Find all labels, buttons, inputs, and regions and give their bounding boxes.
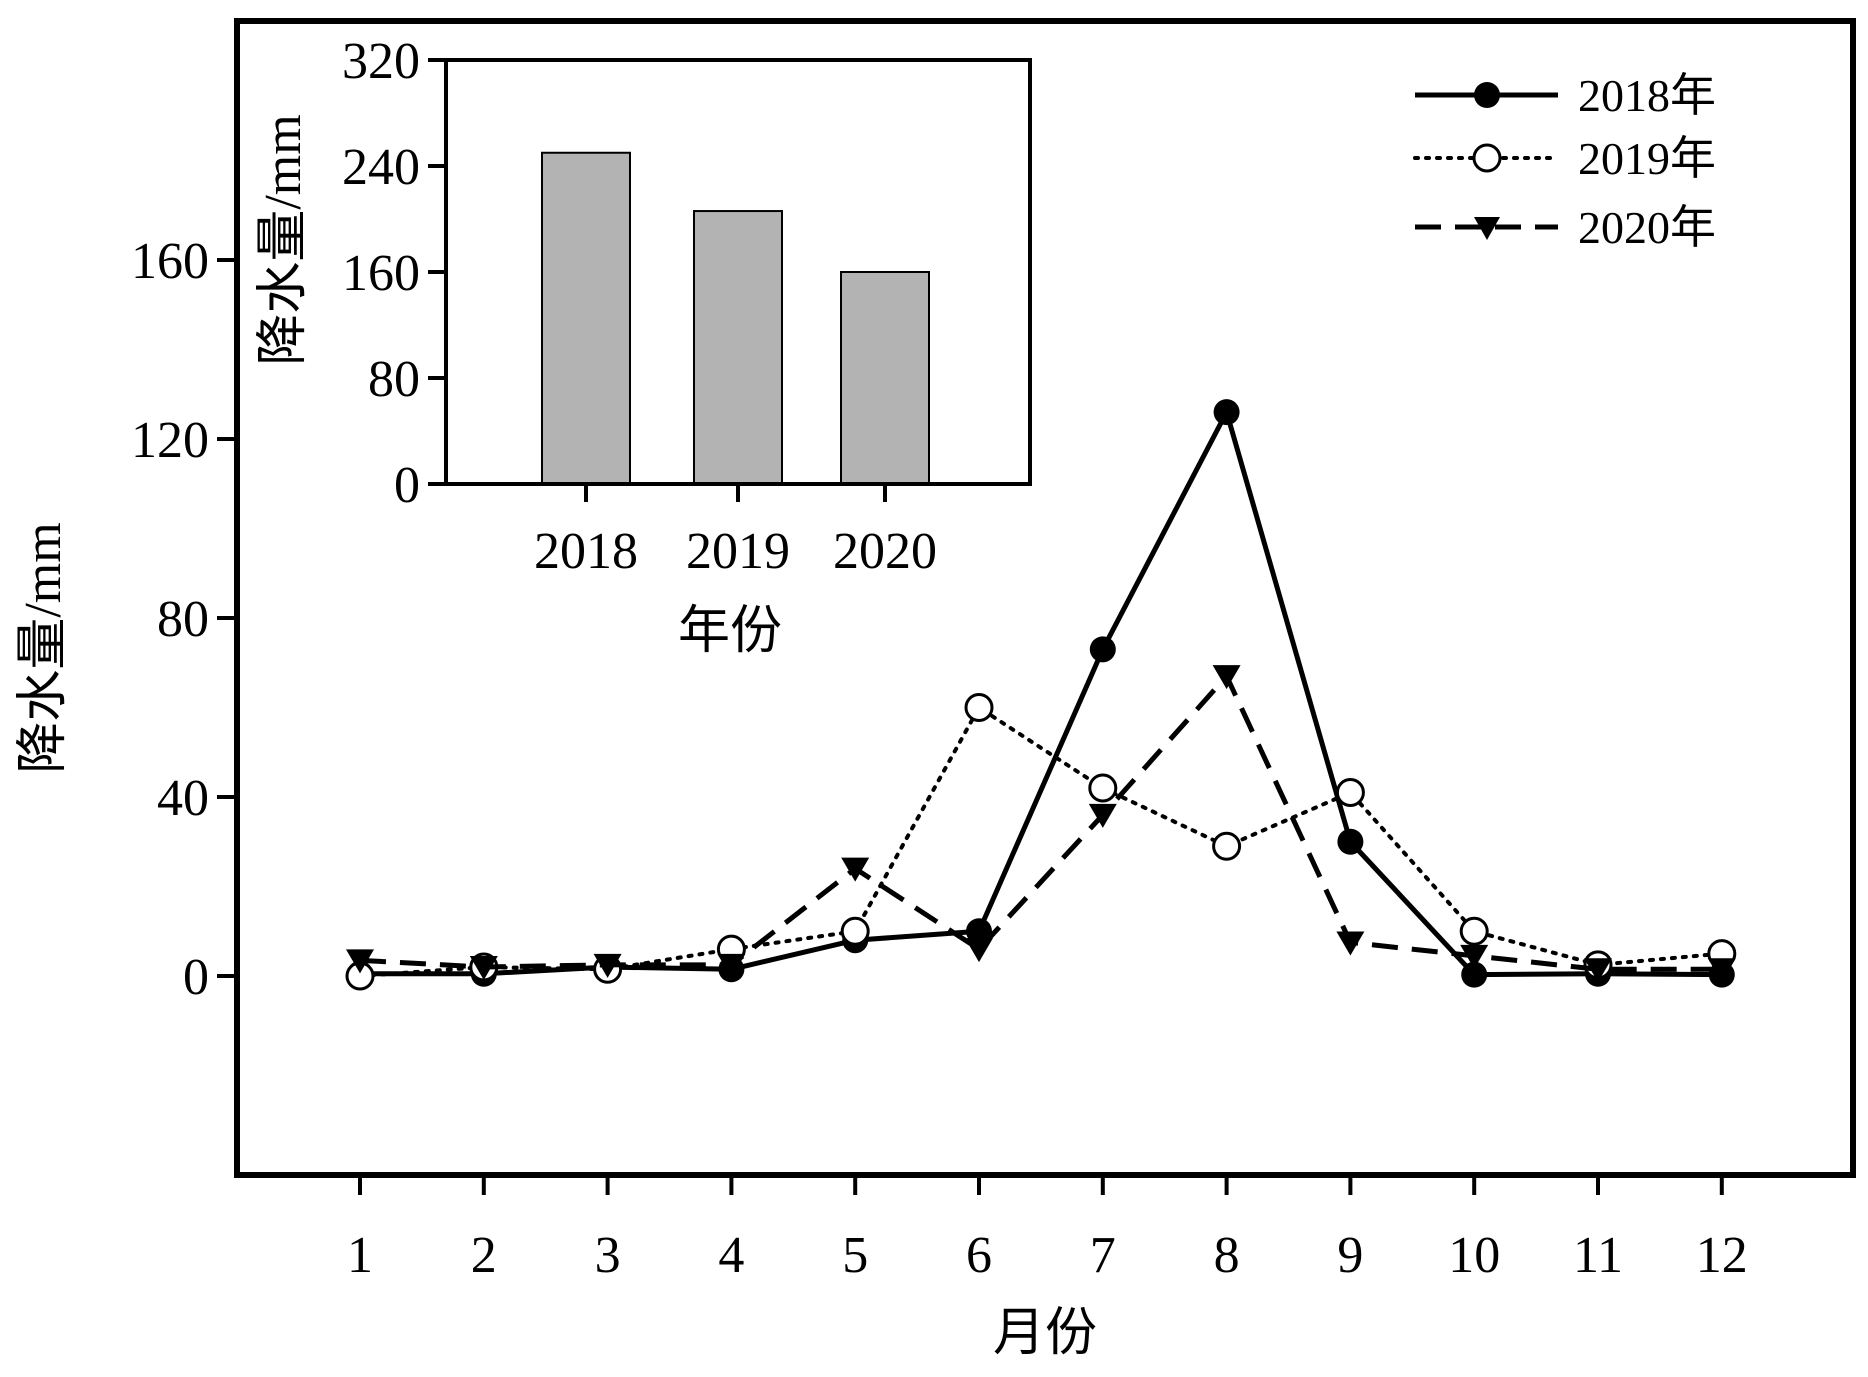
main-x-tick-label: 5 [842,1227,868,1284]
main-x-tick-label: 10 [1448,1227,1500,1284]
legend-2020-label: 2020年 [1578,202,1716,253]
inset-y-tick-label: 160 [342,245,420,302]
main-series-group [345,399,1737,991]
data-point [840,916,870,946]
main-x-axis: 1 2 3 4 5 6 7 8 9 10 11 12 [347,1175,1748,1284]
data-point [966,918,992,945]
inset-x-tick-label: 2020 [833,523,937,580]
main-y-tick-label: 160 [131,233,209,290]
series-1-line [360,409,1722,978]
main-x-tick-label: 8 [1214,1227,1240,1284]
data-point [1584,958,1612,983]
inset-y-tick-label: 240 [342,139,420,196]
main-y-tick-label: 120 [131,412,209,469]
data-point [1088,773,1118,803]
legend: 2018年 2019年 2020年 [1413,70,1716,253]
inset-y-axis-title: 降水量/mm [255,114,312,365]
bar [693,210,783,486]
inset-x-axis: 2018 2019 2020 [534,484,937,580]
inset-x-tick-label: 2018 [534,523,638,580]
main-x-tick-label: 3 [595,1227,621,1284]
legend-entry-2019: 2019年 [1413,133,1716,184]
data-point [717,953,746,978]
main-y-tick-label: 80 [157,591,209,648]
main-y-axis: 0 40 80 120 160 [131,233,237,1006]
main-x-tick-label: 6 [966,1227,992,1284]
inset-chart: 0 80 160 240 320 2018 2019 2020 降水量/mm 年份 [255,33,1032,660]
series-2-line [358,705,1724,978]
inset-y-axis: 0 80 160 240 320 [342,33,446,514]
data-point [1460,944,1489,969]
data-point [1088,803,1117,828]
legend-entry-2020: 2020年 [1415,202,1716,253]
inset-y-tick-label: 320 [342,33,420,90]
series-3-line [359,673,1722,972]
data-point [841,857,870,882]
series-2 [345,693,1737,991]
data-point [469,956,498,981]
legend-2019-label: 2019年 [1578,133,1716,184]
data-point [1212,665,1241,690]
data-point [1459,916,1489,946]
data-point [1461,961,1488,988]
main-x-tick-label: 7 [1090,1227,1116,1284]
legend-2018-marker [1474,82,1500,108]
bar [541,151,631,485]
main-y-tick-label: 0 [183,949,209,1006]
data-point [964,693,994,722]
main-y-tick-label: 40 [157,770,209,827]
data-point [965,938,993,963]
legend-2018-label: 2018年 [1578,70,1716,121]
inset-y-tick-label: 80 [368,351,420,408]
data-point [1335,778,1365,808]
series-3 [346,665,1736,983]
data-point [593,953,622,978]
main-x-axis-title: 月份 [993,1305,1097,1362]
data-point [1089,636,1116,663]
data-point [346,949,374,974]
main-x-tick-label: 12 [1696,1227,1748,1284]
main-x-tick-label: 9 [1337,1227,1363,1284]
inset-y-tick-label: 0 [394,457,420,514]
series-1 [347,399,1735,988]
bar [840,271,930,485]
data-point [1707,958,1736,983]
legend-entry-2018: 2018年 [1415,70,1716,121]
legend-2019-marker [1472,143,1502,173]
data-point [1337,828,1364,855]
data-point [1336,931,1365,956]
main-x-tick-label: 11 [1573,1227,1623,1284]
data-point [1213,399,1240,426]
main-x-tick-label: 2 [471,1227,497,1284]
data-point [1212,831,1242,861]
inset-bars-group [541,151,930,486]
main-x-tick-label: 4 [718,1227,744,1284]
main-plot-frame [234,18,1856,1178]
inset-x-tick-label: 2019 [686,523,790,580]
main-y-axis-title: 降水量/mm [15,522,72,773]
main-x-tick-label: 1 [347,1227,373,1284]
inset-x-axis-title: 年份 [678,603,782,660]
legend-2020-marker [1474,217,1500,240]
